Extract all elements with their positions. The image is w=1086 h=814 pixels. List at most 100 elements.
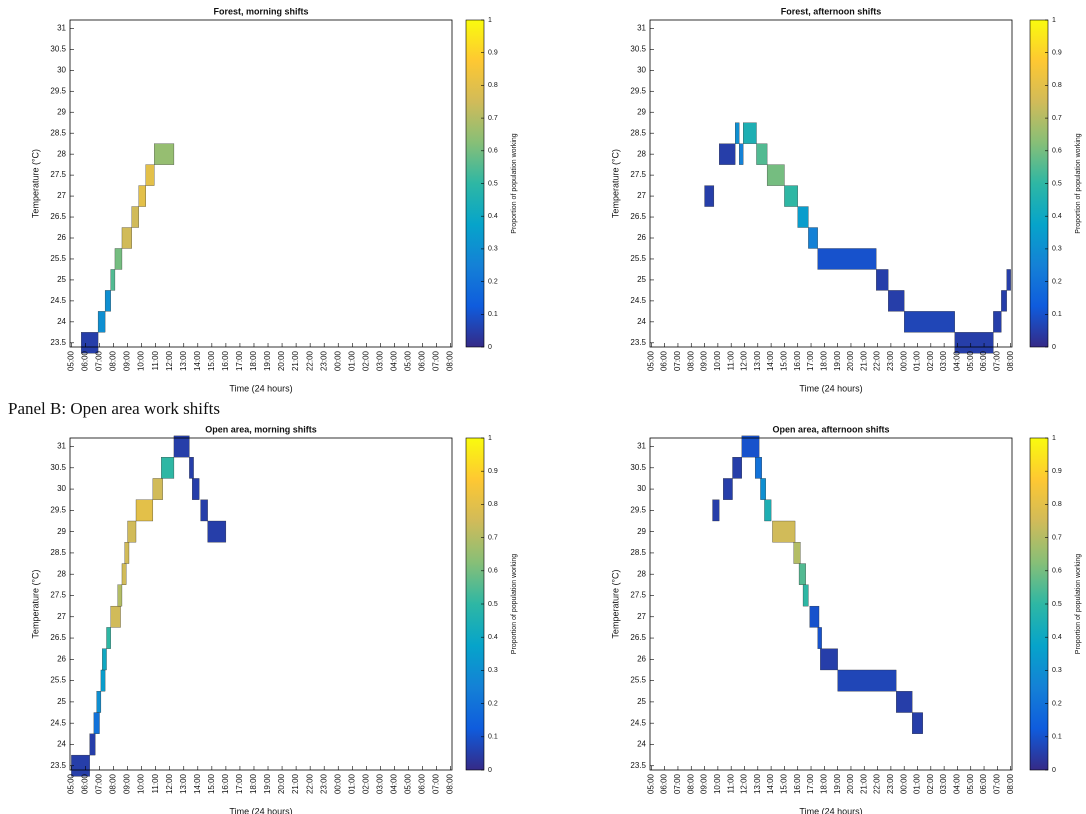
x-tick-label: 20:00 bbox=[846, 350, 855, 371]
x-tick-label: 23:00 bbox=[886, 350, 895, 371]
x-tick-label: 13:00 bbox=[179, 350, 188, 371]
x-tick-label: 07:00 bbox=[432, 773, 441, 794]
heat-cell bbox=[766, 164, 785, 186]
colorbar-tick-label: 1 bbox=[1052, 17, 1056, 24]
x-tick-label: 02:00 bbox=[926, 350, 935, 371]
y-tick-label: 29.5 bbox=[630, 505, 646, 514]
x-tick-label: 06:00 bbox=[418, 350, 427, 371]
heat-cell bbox=[127, 520, 137, 543]
x-tick-label: 08:00 bbox=[686, 350, 695, 371]
colorbar-tick-label: 0.6 bbox=[488, 148, 498, 155]
colorbar-tick-label: 0.3 bbox=[1052, 667, 1062, 674]
heat-cell bbox=[993, 311, 1002, 333]
y-tick-label: 27 bbox=[637, 191, 646, 200]
y-tick-label: 25 bbox=[637, 697, 646, 706]
x-tick-label: 05:00 bbox=[646, 773, 655, 794]
x-tick-label: 07:00 bbox=[95, 350, 104, 371]
heat-cell bbox=[712, 499, 720, 522]
y-tick-label: 24 bbox=[57, 740, 66, 749]
colorbar-tick-label: 0.1 bbox=[488, 311, 498, 318]
heat-cell bbox=[760, 478, 766, 500]
y-tick-label: 25.5 bbox=[50, 254, 66, 263]
heat-cell bbox=[121, 563, 127, 585]
y-tick-label: 25 bbox=[57, 697, 66, 706]
y-tick-label: 25.5 bbox=[630, 254, 646, 263]
x-tick-label: 18:00 bbox=[819, 773, 828, 794]
x-tick-label: 11:00 bbox=[726, 350, 735, 370]
plot-area bbox=[70, 438, 452, 770]
colorbar-tick-label: 0.9 bbox=[1052, 468, 1062, 475]
y-tick-label: 25.5 bbox=[50, 676, 66, 685]
x-tick-label: 15:00 bbox=[780, 773, 789, 794]
x-tick-label: 08:00 bbox=[446, 773, 455, 794]
heat-cell bbox=[741, 435, 760, 458]
heat-cell bbox=[124, 542, 130, 564]
y-tick-label: 27.5 bbox=[50, 591, 66, 600]
colorbar-label: Proportion of population working bbox=[511, 133, 518, 234]
heat-cell bbox=[154, 143, 175, 165]
plot-area bbox=[70, 20, 452, 347]
heat-cell bbox=[135, 499, 154, 522]
heat-cell bbox=[117, 584, 123, 607]
x-tick-label: 08:00 bbox=[446, 350, 455, 371]
x-tick-label: 10:00 bbox=[713, 773, 722, 794]
y-tick-label: 27.5 bbox=[50, 170, 66, 179]
x-tick-label: 07:00 bbox=[673, 350, 682, 371]
y-tick-label: 29 bbox=[637, 527, 646, 536]
y-tick-label: 26.5 bbox=[630, 212, 646, 221]
heat-cell bbox=[735, 122, 740, 144]
heat-cell bbox=[797, 206, 809, 228]
y-tick-label: 30 bbox=[637, 484, 646, 493]
colorbar-tick-label: 0.1 bbox=[1052, 311, 1062, 318]
y-tick-label: 30.5 bbox=[630, 463, 646, 472]
x-tick-label: 10:00 bbox=[713, 350, 722, 371]
x-tick-label: 16:00 bbox=[221, 773, 230, 794]
x-tick-label: 06:00 bbox=[979, 350, 988, 371]
colorbar-tick-label: 0.2 bbox=[488, 700, 498, 707]
heat-cell bbox=[743, 122, 757, 144]
heat-cell bbox=[817, 627, 822, 649]
heat-cell bbox=[189, 457, 194, 479]
colorbar-tick-label: 1 bbox=[488, 435, 492, 442]
x-tick-label: 22:00 bbox=[305, 773, 314, 794]
y-tick-label: 25 bbox=[57, 275, 66, 284]
x-tick-label: 06:00 bbox=[81, 350, 90, 371]
x-axis-label: Time (24 hours) bbox=[229, 383, 292, 393]
x-tick-label: 21:00 bbox=[859, 773, 868, 794]
plot-frame bbox=[649, 19, 1013, 348]
x-tick-label: 08:00 bbox=[1006, 350, 1015, 371]
x-tick-label: 15:00 bbox=[780, 350, 789, 371]
x-tick-label: 22:00 bbox=[873, 350, 882, 371]
heat-cell bbox=[93, 712, 100, 734]
x-tick-label: 08:00 bbox=[109, 350, 118, 371]
x-tick-label: 19:00 bbox=[833, 350, 842, 371]
x-tick-label: 01:00 bbox=[347, 773, 356, 794]
heat-cell bbox=[704, 185, 715, 207]
colorbar-tick-label: 0.6 bbox=[488, 568, 498, 575]
x-tick-label: 03:00 bbox=[939, 350, 948, 371]
y-tick-label: 26 bbox=[57, 654, 66, 663]
heat-cell bbox=[161, 457, 175, 479]
y-tick-label: 24.5 bbox=[630, 296, 646, 305]
x-tick-label: 04:00 bbox=[390, 773, 399, 794]
x-tick-label: 13:00 bbox=[179, 773, 188, 794]
y-tick-label: 26.5 bbox=[630, 633, 646, 642]
y-tick-label: 24 bbox=[637, 317, 646, 326]
x-tick-label: 16:00 bbox=[793, 350, 802, 371]
x-tick-label: 23:00 bbox=[319, 350, 328, 371]
x-tick-label: 06:00 bbox=[660, 773, 669, 794]
heat-cell bbox=[71, 754, 90, 777]
y-tick-label: 27 bbox=[57, 612, 66, 621]
heat-cell bbox=[764, 499, 772, 522]
y-tick-label: 29.5 bbox=[50, 505, 66, 514]
x-tick-label: 00:00 bbox=[899, 350, 908, 371]
x-tick-label: 18:00 bbox=[249, 773, 258, 794]
y-tick-label: 23.5 bbox=[50, 338, 66, 347]
x-tick-label: 07:00 bbox=[95, 773, 104, 794]
x-tick-label: 05:00 bbox=[67, 350, 76, 371]
x-tick-label: 12:00 bbox=[740, 350, 749, 371]
x-tick-label: 08:00 bbox=[686, 773, 695, 794]
heat-cell bbox=[97, 311, 106, 333]
x-tick-label: 05:00 bbox=[404, 773, 413, 794]
colorbar-tick-label: 0.2 bbox=[1052, 278, 1062, 285]
